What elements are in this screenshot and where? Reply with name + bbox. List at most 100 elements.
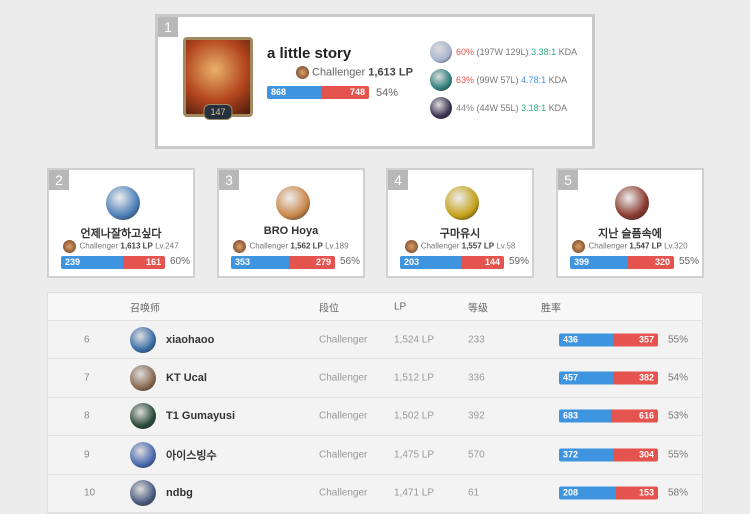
lp: 1,502 LP: [394, 410, 435, 422]
champion-kda: 3.38:1: [531, 47, 557, 57]
table-row[interactable]: 8 T1 Gumayusi Challenger 1,502 LP 392 683 616 5…: [48, 398, 702, 437]
level: 392: [468, 410, 485, 422]
rank-badge: 4: [388, 170, 408, 190]
wins: 436: [559, 333, 614, 347]
champion-record: (197W 129L): [476, 47, 529, 57]
winloss-bar: 683 616: [559, 409, 658, 423]
lp: 1,613 LP: [368, 66, 413, 79]
ranking-table: 召唤师 段位 LP 等级 胜率 6 xiaohaoo Challenger 1,524…: [47, 292, 703, 514]
rank-badge: 1: [158, 17, 178, 37]
player-name[interactable]: a little story: [267, 45, 352, 62]
top-player-card[interactable]: 1 147 a little story Challenger 1,613 LP…: [155, 14, 595, 149]
challenger-emblem-icon: [233, 240, 247, 253]
tier: Challenger: [312, 66, 366, 79]
level: 336: [468, 372, 485, 384]
most-champion[interactable]: 60% (197W 129L) 3.38:1 KDA: [430, 41, 577, 63]
player-card[interactable]: 5 지난 슬픔속에 Challenger 1,547 LP Lv.320 399 320…: [556, 168, 704, 278]
player-card[interactable]: 4 구마유시 Challenger 1,557 LP Lv.58 203 144 59%: [386, 168, 534, 278]
player-name[interactable]: 언제나잘하고싶다: [80, 228, 162, 240]
rank: 9: [84, 449, 90, 461]
winloss-bar: 239 161: [61, 256, 165, 269]
lp: 1,524 LP: [394, 334, 435, 346]
wins: 208: [559, 486, 617, 500]
wins: 353: [231, 256, 290, 269]
tier: Challenger: [319, 410, 368, 422]
winrate: 54%: [376, 87, 399, 99]
lp: 1,471 LP: [394, 487, 435, 499]
level: 570: [468, 449, 485, 461]
level-badge: 147: [203, 104, 233, 120]
player-name[interactable]: 아이스빙수: [166, 449, 217, 462]
header-lp: LP: [394, 301, 407, 312]
profile-avatar: [130, 480, 156, 507]
profile-avatar: [106, 186, 140, 220]
profile-avatar: [445, 186, 479, 220]
winrate: 56%: [340, 256, 361, 267]
player-card[interactable]: 2 언제나잘하고싶다 Challenger 1,613 LP Lv.247 239 16…: [47, 168, 195, 278]
level: 233: [468, 334, 485, 346]
winrate: 54%: [668, 372, 689, 384]
losses: 616: [611, 409, 658, 423]
challenger-emblem-icon: [63, 240, 77, 253]
winrate: 55%: [668, 334, 689, 346]
rank: 6: [84, 334, 90, 346]
kda-label: KDA: [548, 103, 568, 113]
winrate: 55%: [679, 256, 700, 267]
challenger-emblem-icon: [572, 240, 586, 253]
player-name[interactable]: BRO Hoya: [263, 225, 319, 237]
rank-badge: 3: [219, 170, 239, 190]
most-champion[interactable]: 63% (99W 57L) 4.78:1 KDA: [430, 69, 567, 91]
rank: 8: [84, 410, 90, 422]
losses: 320: [627, 256, 674, 269]
profile-avatar: [130, 326, 156, 353]
wins: 683: [559, 409, 612, 423]
profile-avatar: [276, 186, 310, 220]
lp: 1,475 LP: [394, 449, 435, 461]
rank: 7: [84, 372, 90, 384]
player-name[interactable]: KT Ucal: [166, 372, 207, 385]
champion-winrate: 44%: [456, 103, 475, 113]
rank-badge: 5: [558, 170, 578, 190]
wins: 203: [400, 256, 461, 269]
table-row[interactable]: 10 ndbg Challenger 1,471 LP 61 208 153 58%: [48, 475, 702, 513]
rank-info: Challenger 1,557 LP Lv.58: [388, 240, 532, 253]
rank: 10: [84, 487, 96, 499]
champion-icon: [430, 97, 452, 119]
tier: Challenger: [319, 487, 368, 499]
player-name[interactable]: 구마유시: [439, 228, 481, 240]
challenger-emblem-icon: [404, 240, 418, 253]
player-name[interactable]: ndbg: [166, 487, 193, 500]
losses: 382: [612, 371, 658, 385]
rank-info: Challenger 1,547 LP Lv.320: [558, 240, 702, 253]
winloss-bar: 457 382: [559, 371, 658, 385]
champion-icon: [430, 41, 452, 63]
player-name[interactable]: T1 Gumayusi: [166, 410, 236, 423]
table-row[interactable]: 7 KT Ucal Challenger 1,512 LP 336 457 382 54%: [48, 359, 702, 398]
table-header: 召唤师 段位 LP 等级 胜率: [48, 293, 702, 321]
header-level: 等级: [468, 303, 488, 314]
wins: 457: [559, 371, 613, 385]
champion-winrate: 63%: [456, 75, 475, 85]
most-champion[interactable]: 44% (44W 55L) 3.18:1 KDA: [430, 97, 567, 119]
champion-icon: [430, 69, 452, 91]
header-summoner: 召唤师: [130, 303, 160, 314]
challenger-emblem-icon: [296, 66, 309, 79]
lp: 1,512 LP: [394, 372, 435, 384]
rank-info: Challenger 1,613 LP Lv.247: [49, 240, 193, 253]
winloss-bar: 208 153: [559, 486, 658, 500]
player-card[interactable]: 3 BRO Hoya Challenger 1,562 LP Lv.189 353 27…: [217, 168, 365, 278]
losses: 304: [613, 448, 658, 462]
table-row[interactable]: 6 xiaohaoo Challenger 1,524 LP 233 436 357 55%: [48, 321, 702, 360]
winrate: 53%: [668, 410, 689, 422]
wins: 399: [570, 256, 628, 269]
player-name[interactable]: xiaohaoo: [166, 333, 215, 346]
kda-label: KDA: [548, 75, 568, 85]
winrate: 55%: [668, 449, 689, 461]
tier: Challenger: [319, 372, 368, 384]
champion-kda: 4.78:1: [521, 75, 547, 85]
champion-kda: 3.18:1: [521, 103, 547, 113]
profile-avatar[interactable]: 147: [183, 37, 253, 120]
player-name[interactable]: 지난 슬픔속에: [598, 228, 662, 240]
profile-avatar: [615, 186, 649, 220]
table-row[interactable]: 9 아이스빙수 Challenger 1,475 LP 570 372 304 55%: [48, 436, 702, 475]
